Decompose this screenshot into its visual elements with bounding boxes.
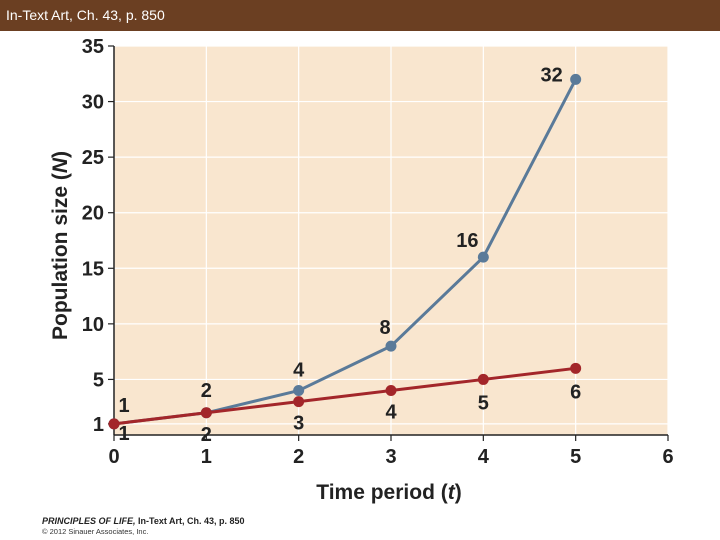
data-label-exponential: 8: [379, 317, 390, 339]
data-point-linear: [385, 385, 397, 397]
x-tick-label: 0: [108, 446, 119, 468]
data-label-linear: 4: [385, 402, 397, 424]
data-label-exponential: 4: [293, 360, 305, 382]
data-label-linear: 6: [570, 381, 581, 403]
data-point-exponential: [477, 251, 489, 263]
x-tick-label: 1: [201, 446, 212, 468]
data-label-exponential: 16: [456, 230, 478, 252]
data-label-exponential: 2: [201, 380, 212, 402]
x-tick-label: 5: [570, 446, 581, 468]
x-tick-label: 6: [662, 446, 673, 468]
credit-copyright: © 2012 Sinauer Associates, Inc.: [42, 527, 149, 536]
y-tick-label: 25: [82, 147, 104, 169]
credit-line: PRINCIPLES OF LIFE, In-Text Art, Ch. 43,…: [42, 516, 245, 526]
y-tick-label: 5: [93, 369, 104, 391]
credit: PRINCIPLES OF LIFE, In-Text Art, Ch. 43,…: [42, 516, 245, 536]
x-tick-label: 4: [478, 446, 490, 468]
x-tick-label: 3: [385, 446, 396, 468]
data-point-exponential: [385, 340, 397, 352]
data-label-exponential: 32: [541, 64, 563, 86]
credit-ref: In-Text Art, Ch. 43, p. 850: [138, 516, 245, 526]
series-group: [108, 73, 582, 430]
credit-book: PRINCIPLES OF LIFE,: [42, 516, 136, 526]
data-point-exponential: [570, 73, 582, 85]
data-labels: 1 2 4 8 16 32 1 2 3 4 5 6: [118, 64, 581, 445]
y-axis-label: Population size (N): [49, 151, 72, 340]
y-tick-label: 30: [82, 92, 104, 114]
data-label-exponential: 1: [118, 395, 129, 417]
data-point-linear: [477, 373, 489, 385]
y-tick-label: 1: [93, 414, 104, 436]
data-point-linear: [108, 418, 120, 430]
series-line-linear: [113, 366, 576, 426]
data-point-linear: [293, 396, 305, 408]
data-point-exponential: [293, 385, 305, 397]
y-tick-label: 10: [82, 314, 104, 336]
data-label-linear: 2: [201, 424, 212, 446]
data-point-linear: [570, 362, 582, 374]
y-tick-label: 35: [82, 36, 104, 58]
data-label-linear: 5: [478, 392, 489, 414]
data-label-linear: 3: [293, 413, 304, 435]
data-label-linear: 1: [118, 423, 129, 445]
y-tick-label: 20: [82, 203, 104, 225]
x-axis-label: Time period (t): [316, 481, 461, 504]
slide-header: In-Text Art, Ch. 43, p. 850: [0, 0, 720, 31]
data-point-linear: [200, 407, 212, 419]
x-tick-label: 2: [293, 446, 304, 468]
y-tick-label: 15: [82, 258, 104, 280]
header-title: In-Text Art, Ch. 43, p. 850: [6, 7, 165, 23]
